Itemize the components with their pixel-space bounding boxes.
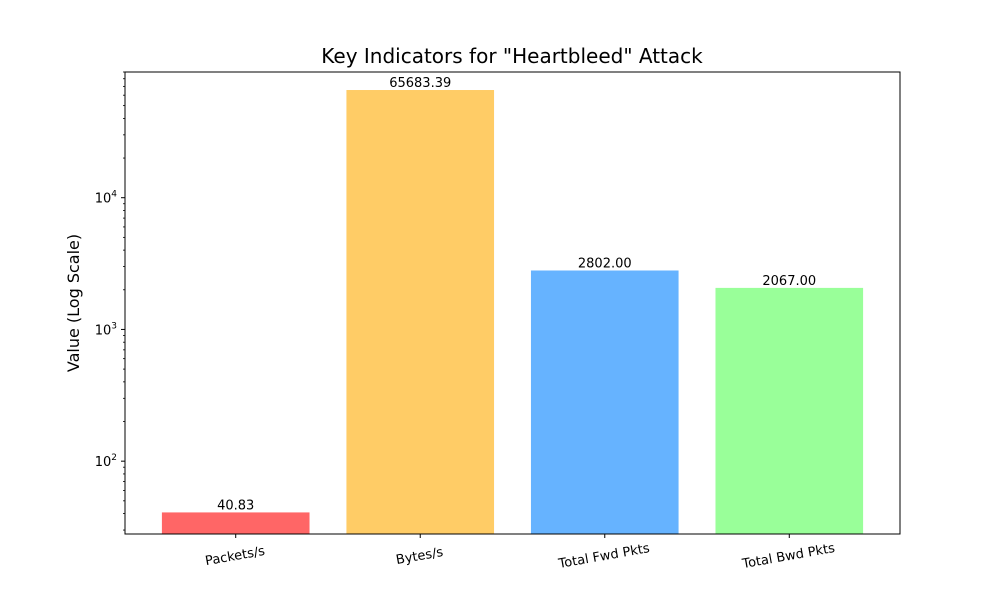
y-tick-label: 104	[95, 190, 118, 207]
bar	[161, 512, 310, 534]
data-label: 40.83	[217, 498, 254, 513]
x-tick-label: Bytes/s	[395, 545, 445, 568]
y-axis-ticks: 102 103 104	[95, 71, 125, 531]
data-labels: 40.83 65683.39 2802.00 2067.00	[217, 76, 816, 513]
bar	[715, 287, 864, 534]
chart-title: Key Indicators for "Heartbleed" Attack	[321, 44, 703, 68]
x-tick-label: Packets/s	[204, 544, 266, 569]
y-axis-label: Value (Log Scale)	[64, 234, 83, 372]
data-label: 2802.00	[578, 256, 632, 271]
y-tick-label: 103	[95, 321, 117, 338]
x-tick-label: Total Fwd Pkts	[556, 541, 651, 572]
x-axis-ticks: Packets/s Bytes/s Total Fwd Pkts Total Bwd …	[204, 534, 836, 572]
bars	[161, 90, 864, 534]
data-label: 2067.00	[762, 274, 816, 289]
bar	[530, 270, 679, 534]
plot-frame	[124, 71, 901, 535]
y-tick-label: 102	[95, 453, 117, 470]
bar	[346, 90, 495, 534]
data-label: 65683.39	[389, 76, 451, 91]
x-tick-label: Total Bwd Pkts	[740, 541, 836, 572]
